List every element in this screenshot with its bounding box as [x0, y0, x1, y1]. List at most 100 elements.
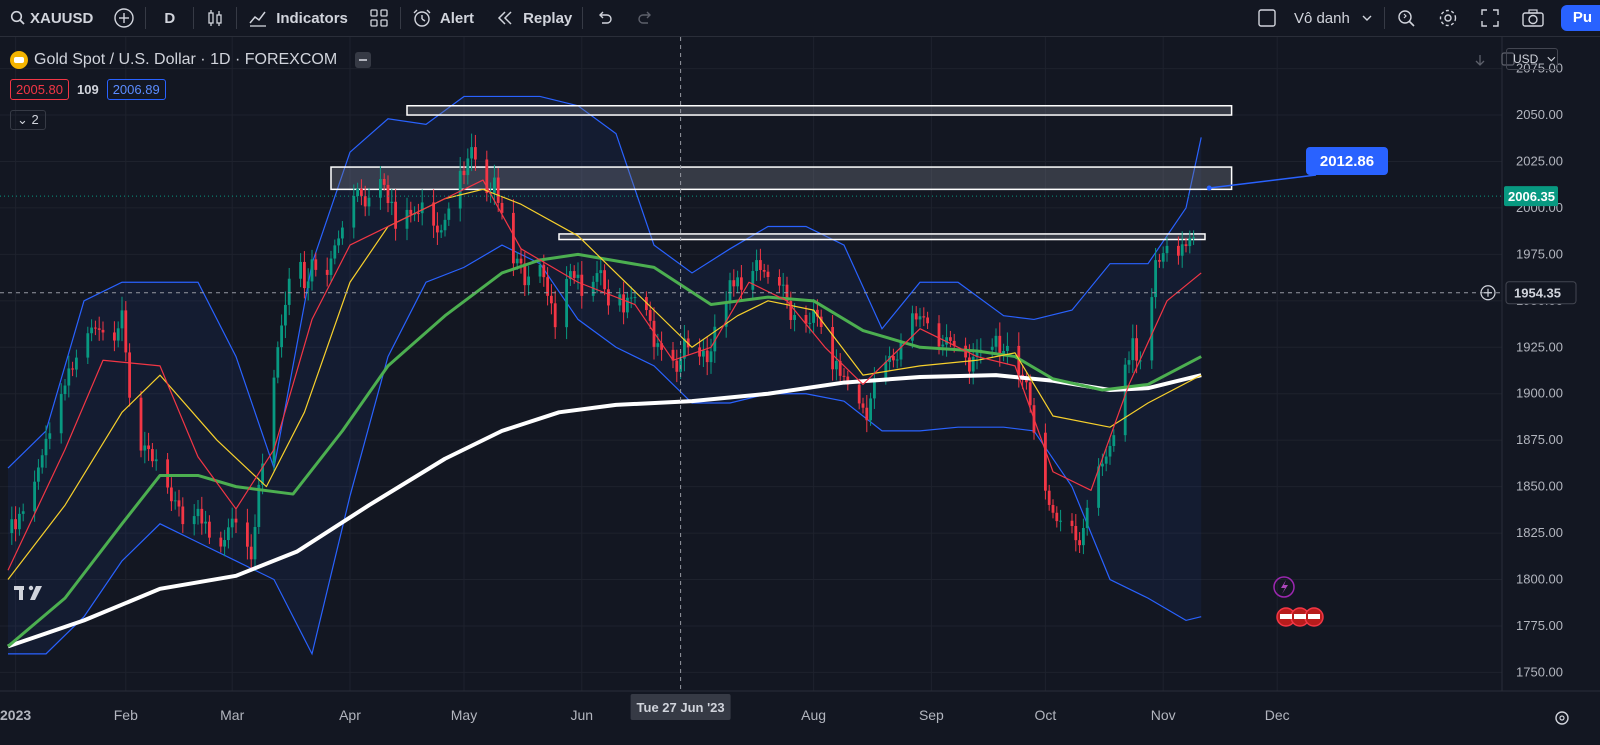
bull-candle — [975, 352, 979, 357]
bull-candle — [390, 201, 394, 204]
dividend-lightning-icon[interactable] — [1273, 576, 1295, 598]
quick-search-button[interactable] — [1385, 0, 1427, 36]
moving-average-line — [7, 179, 1202, 571]
bull-candle — [591, 281, 595, 296]
chart-overlay: 2075.002050.002025.002000.001975.001950.… — [0, 37, 1600, 740]
price-zone-rectangle[interactable] — [406, 104, 1233, 116]
symbol-title[interactable]: Gold Spot / U.S. Dollar · 1D · FOREXCOM — [34, 51, 338, 68]
callout-text: 2012.86 — [1320, 153, 1374, 170]
bull-candle — [945, 337, 948, 345]
bull-candle — [683, 338, 686, 359]
price-zone-rectangle[interactable] — [558, 233, 1206, 241]
templates-button[interactable] — [358, 0, 400, 36]
gear-icon — [1555, 711, 1569, 725]
sell-price[interactable]: 2005.80 — [10, 79, 69, 100]
tradingview-logo[interactable] — [14, 585, 42, 600]
crosshair-price-text: 1954.35 — [1514, 286, 1561, 301]
bear-candle — [386, 184, 390, 204]
bear-candle — [1025, 379, 1028, 383]
price-tick-label: 2075.00 — [1516, 61, 1563, 76]
bear-candle — [937, 323, 941, 347]
layout-select[interactable]: Vô danh — [1246, 0, 1384, 36]
bear-candle — [71, 368, 74, 370]
settings-button[interactable] — [1427, 0, 1469, 36]
bear-candle — [181, 506, 185, 525]
chart-legend: Gold Spot / U.S. Dollar · 1D · FOREXCOM — [10, 51, 372, 69]
buy-price[interactable]: 2006.89 — [106, 79, 166, 100]
symbol-search-button[interactable]: XAUUSD — [0, 0, 103, 36]
flag-stripe — [1280, 614, 1292, 619]
compare-button[interactable] — [103, 0, 145, 36]
price-zone-rectangle[interactable] — [330, 166, 1233, 191]
bear-candle — [648, 310, 652, 321]
chart-area[interactable]: 2075.002050.002025.002000.001975.001950.… — [0, 37, 1600, 740]
bull-candle — [724, 302, 728, 327]
bull-candle — [1150, 297, 1154, 361]
bull-candle — [67, 368, 71, 386]
bear-candle — [542, 264, 546, 278]
interval-button[interactable]: D — [146, 0, 193, 36]
spread-value: 109 — [77, 82, 99, 97]
bull-candle — [990, 346, 994, 350]
bull-candle — [911, 313, 914, 341]
undo-button[interactable] — [583, 0, 625, 36]
time-scale[interactable]: 2023 Feb Mar Apr May Jun Aug Sep Oct Nov Dec — [0, 707, 1290, 723]
maximize-icon[interactable] — [1501, 52, 1515, 66]
lightning-icon — [1281, 580, 1288, 594]
price-callout[interactable]: 2012.86 — [1206, 147, 1388, 191]
fullscreen-button[interactable] — [1469, 0, 1511, 36]
bear-candle — [147, 445, 150, 450]
bear-candle — [698, 347, 701, 357]
bollinger-upper — [7, 95, 1202, 471]
bear-candle — [968, 357, 971, 372]
bull-candle — [835, 360, 838, 370]
bear-candle — [732, 280, 736, 287]
bear-candle — [572, 271, 576, 278]
bollinger-lower — [8, 244, 1202, 656]
bull-candle — [276, 347, 280, 378]
moving-average-line — [7, 252, 1202, 648]
add-plus-icon[interactable] — [1480, 285, 1496, 301]
snapshot-button[interactable] — [1511, 0, 1555, 36]
time-tick-label: Jun — [571, 707, 594, 723]
last-price-tag — [1504, 186, 1558, 207]
bull-candle — [367, 197, 371, 207]
bull-candle — [633, 297, 637, 299]
indicators-toggle[interactable]: ⌄ 2 — [10, 110, 46, 130]
price-tick-label: 1750.00 — [1516, 664, 1563, 679]
bear-candle — [1047, 490, 1051, 505]
alert-button[interactable]: Alert — [401, 0, 484, 36]
scale-settings-button[interactable] — [1555, 711, 1569, 725]
horizontal-zones[interactable] — [330, 104, 1233, 241]
redo-button[interactable] — [625, 0, 667, 36]
bear-candle — [1070, 520, 1074, 526]
currency-select[interactable]: USD — [1506, 48, 1558, 70]
bear-candle — [550, 295, 553, 304]
time-tick-label: Nov — [1151, 707, 1176, 723]
bear-candle — [1044, 432, 1047, 491]
bull-candle — [751, 271, 755, 290]
bull-candle — [1082, 527, 1085, 546]
collapse-legend-icon[interactable] — [355, 52, 372, 68]
price-tick-label: 1975.00 — [1516, 246, 1563, 261]
bull-candle — [994, 335, 998, 347]
bull-candle — [599, 270, 603, 274]
bear-candle — [519, 258, 523, 264]
bear-candle — [170, 487, 173, 502]
bull-candle — [565, 278, 568, 328]
bull-candle — [515, 258, 519, 264]
top-toolbar: XAUUSD D Indicators Alert Replay Vô danh — [0, 0, 1600, 37]
grid-icon — [370, 9, 388, 27]
price-scale-tools — [1475, 52, 1515, 66]
replay-button[interactable]: Replay — [484, 0, 582, 36]
bull-candle — [1180, 244, 1184, 256]
price-chart[interactable]: 2075.002050.002025.002000.001975.001950.… — [0, 37, 1600, 740]
publish-button[interactable]: Pu — [1560, 5, 1600, 31]
indicators-button[interactable]: Indicators — [237, 0, 358, 36]
bear-candle — [831, 327, 834, 370]
bull-candle — [1108, 445, 1112, 457]
chart-type-button[interactable] — [194, 0, 236, 36]
fullscreen-icon — [1481, 9, 1499, 27]
bull-candle — [287, 278, 291, 305]
bull-candle — [1101, 463, 1104, 467]
